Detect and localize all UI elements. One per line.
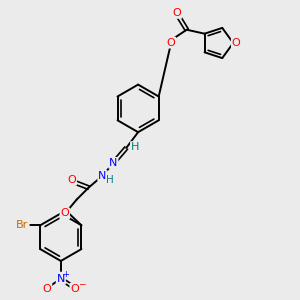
Text: O: O xyxy=(232,38,241,48)
Text: O: O xyxy=(43,284,51,294)
Text: Br: Br xyxy=(16,220,28,230)
Text: O: O xyxy=(172,8,181,18)
Text: N: N xyxy=(98,171,106,181)
Text: O: O xyxy=(68,175,76,185)
Text: H: H xyxy=(131,142,139,152)
Text: −: − xyxy=(78,279,85,288)
Text: H: H xyxy=(106,175,114,185)
Text: N: N xyxy=(57,274,65,284)
Text: O: O xyxy=(70,284,79,294)
Text: +: + xyxy=(62,270,69,279)
Text: O: O xyxy=(60,208,69,218)
Text: N: N xyxy=(109,158,118,168)
Text: O: O xyxy=(167,38,175,48)
